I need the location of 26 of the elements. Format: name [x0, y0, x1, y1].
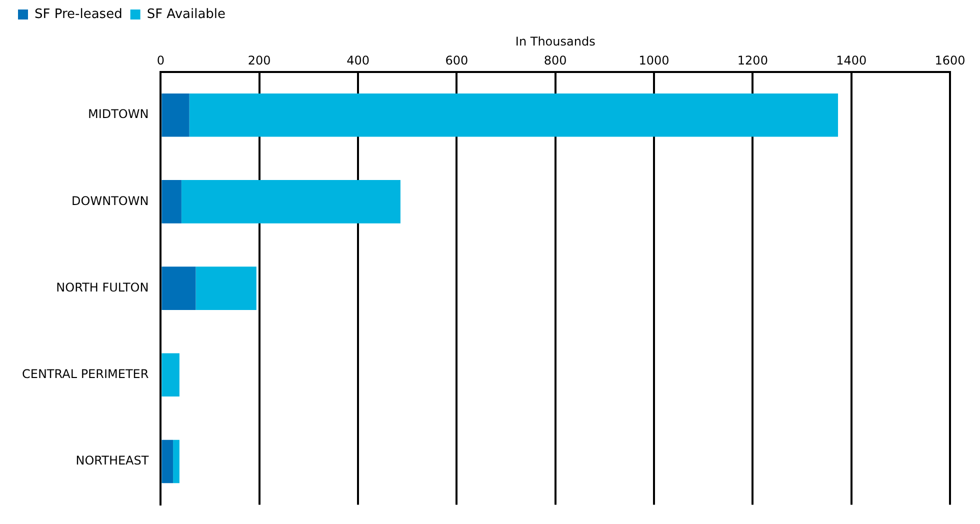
bar: [162, 440, 174, 484]
x-tick-label: 800: [544, 54, 567, 68]
x-tick-label: 400: [346, 54, 370, 68]
bar: [162, 180, 182, 224]
y-tick-label: CENTRAL PERIMETER: [22, 367, 149, 382]
bar: [173, 440, 180, 484]
x-tick-label: 1200: [737, 54, 768, 68]
x-tick-label: 0: [156, 54, 165, 68]
bar: [196, 266, 256, 310]
x-tick-label: 1000: [638, 54, 670, 68]
bar: [162, 266, 196, 310]
legend-label: SF Available: [146, 6, 226, 22]
bar: [162, 353, 180, 397]
x-tick-label: 1600: [934, 54, 966, 68]
y-tick-label: MIDTOWN: [88, 107, 149, 122]
y-tick-label: NORTHEAST: [76, 454, 150, 468]
bar: [189, 93, 838, 137]
legend-label: SF Pre-leased: [34, 6, 122, 22]
x-tick-label: 1400: [836, 54, 867, 68]
x-tick-label: 600: [445, 54, 468, 68]
x-axis-title: In Thousands: [515, 34, 596, 48]
bar: [162, 93, 190, 137]
y-tick-label: DOWNTOWN: [72, 194, 149, 208]
y-tick-label: NORTH FULTON: [56, 280, 149, 294]
x-tick-label: 200: [248, 54, 271, 68]
bar: [181, 180, 400, 224]
